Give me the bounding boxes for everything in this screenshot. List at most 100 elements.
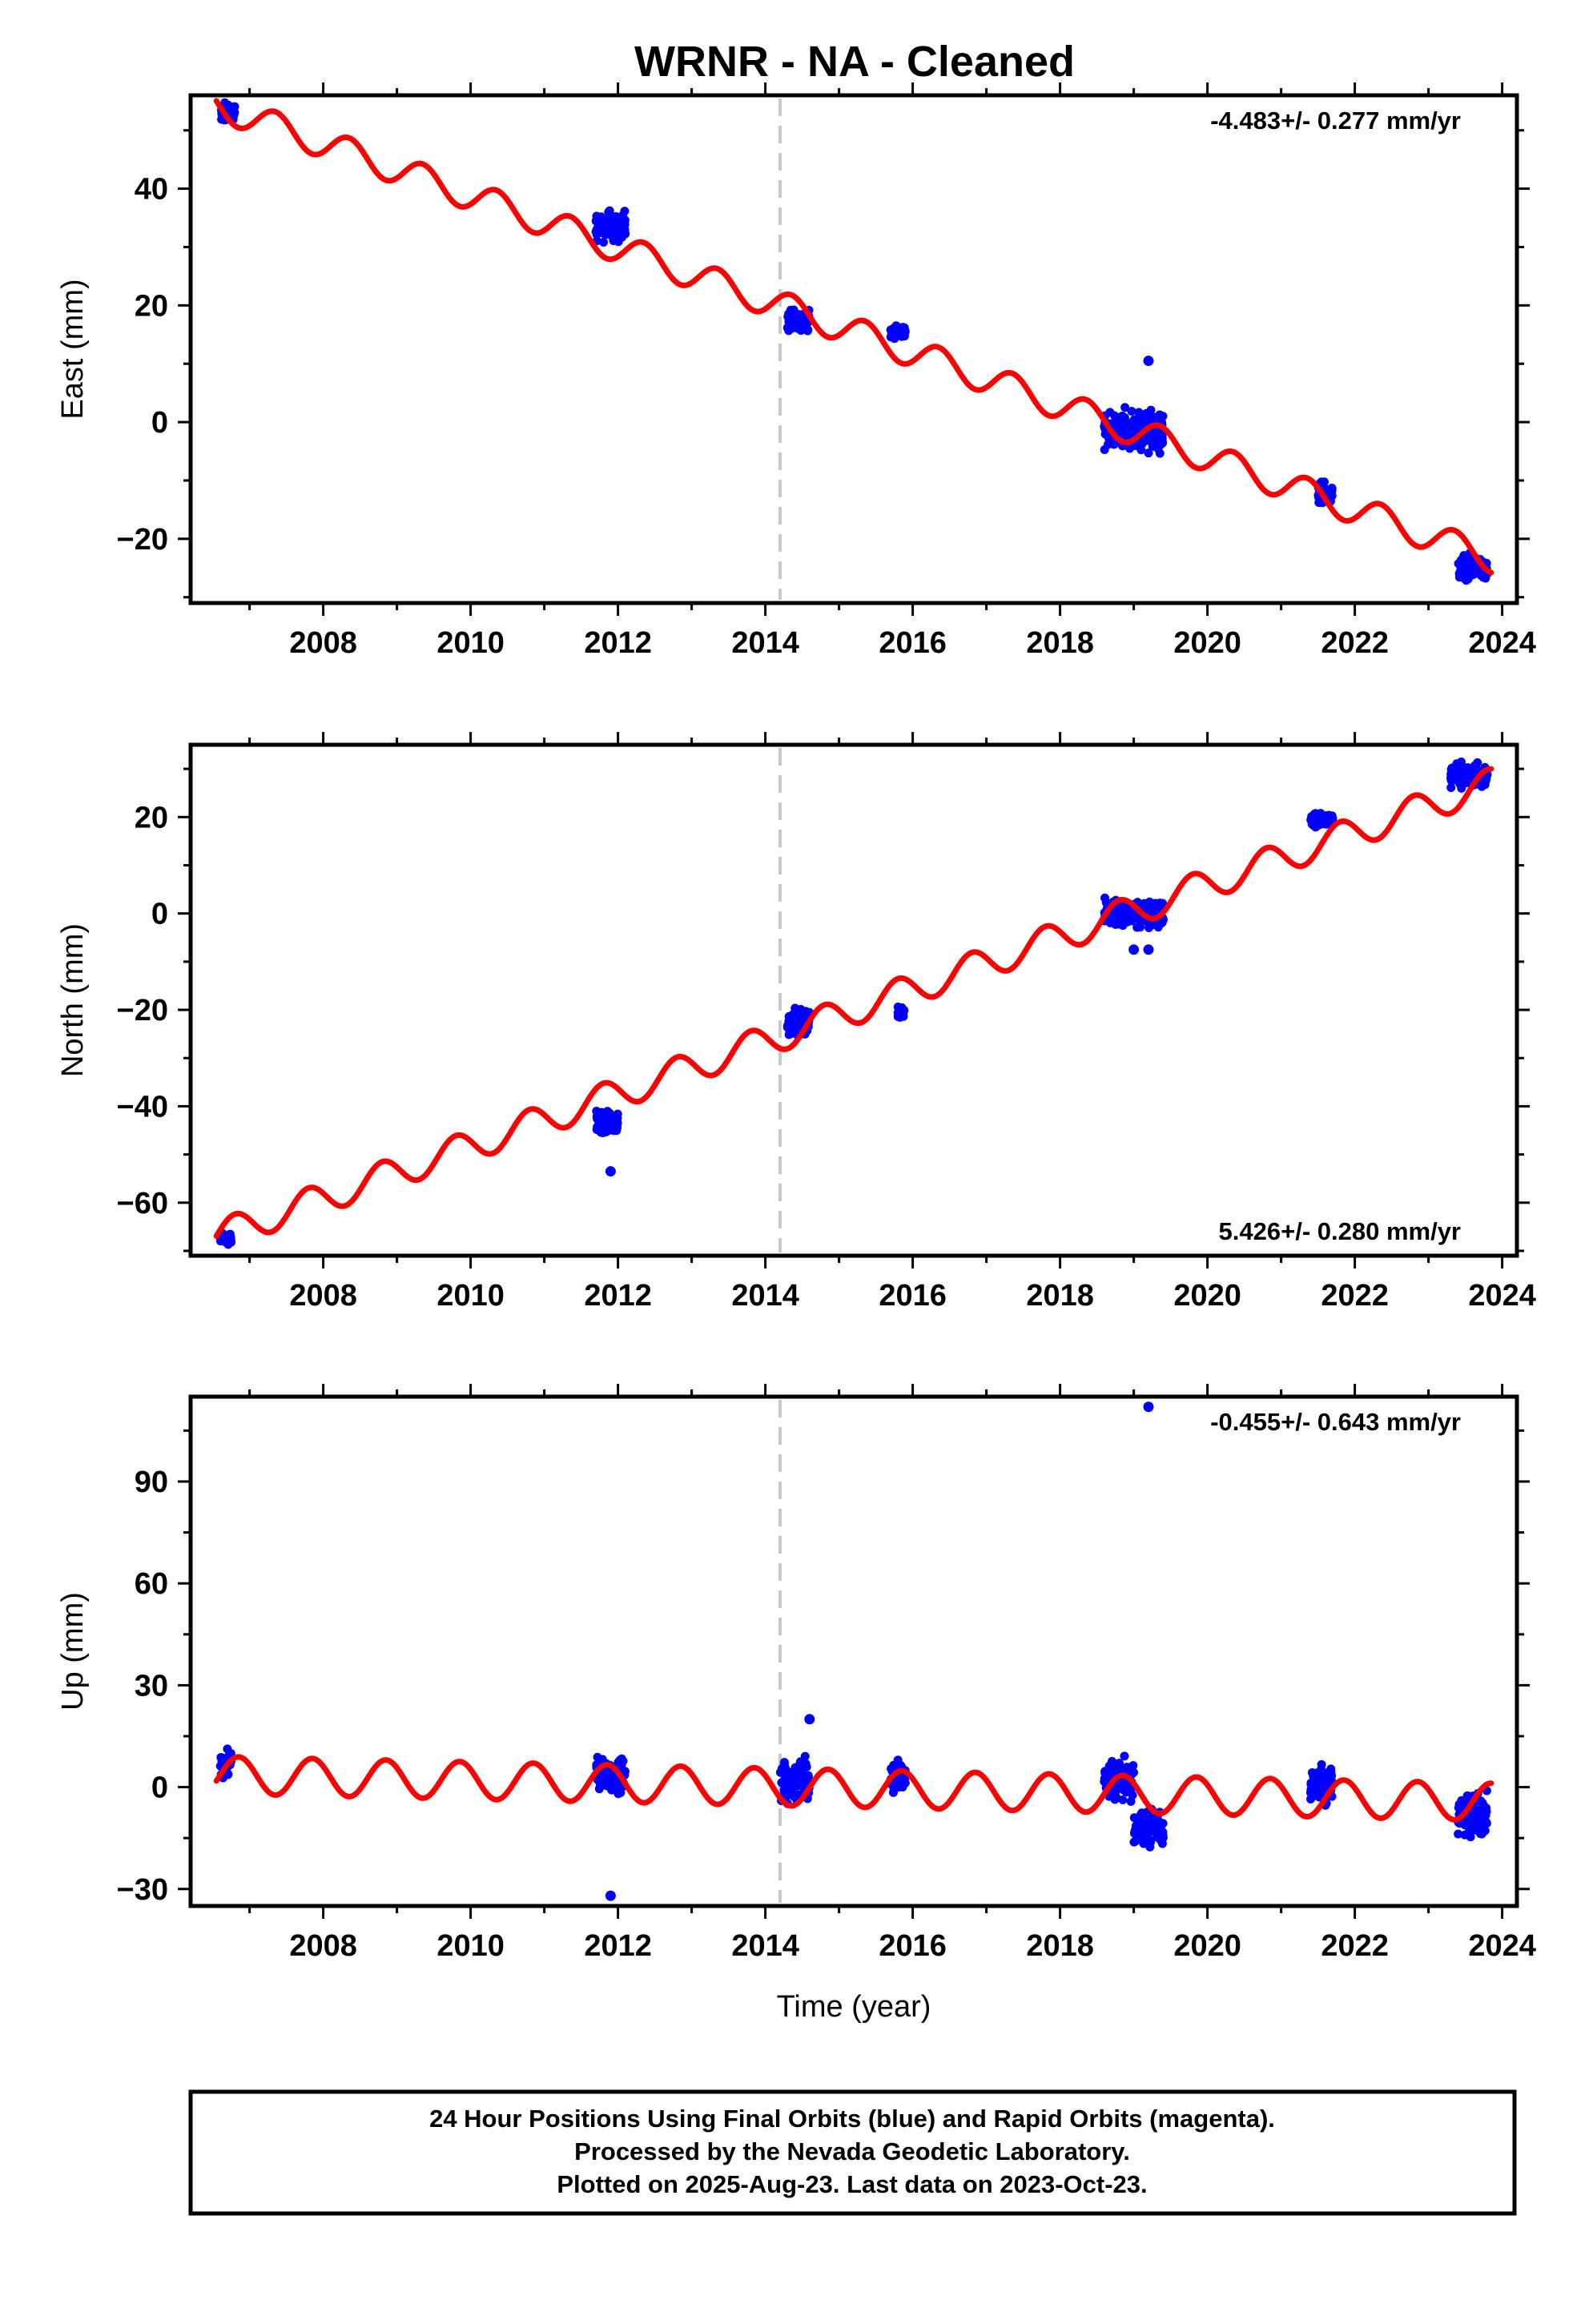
north-x-tick-label: 2012	[584, 1279, 652, 1313]
north-data-point	[602, 1113, 612, 1123]
up-data-point	[790, 1779, 799, 1789]
east-data-point	[1327, 487, 1337, 497]
up-data-point	[1120, 1751, 1129, 1761]
up-data-point	[1306, 1794, 1316, 1803]
up-data-point	[1306, 1785, 1316, 1795]
east-y-tick-label: 40	[135, 173, 168, 207]
east-data-point	[1144, 448, 1153, 458]
east-y-tick-label: 20	[135, 289, 168, 323]
east-data-point	[1157, 433, 1166, 443]
north-x-tick-label: 2010	[436, 1279, 505, 1313]
east-panel: 2008 2010 2012 2014 2016 2018 2020 2022 2024 −20 0…	[56, 82, 1536, 660]
east-data-point	[594, 226, 604, 235]
east-y-axis-label: East (mm)	[56, 279, 90, 419]
up-x-tick-label: 2010	[436, 1929, 505, 1963]
up-data-point	[1124, 1782, 1133, 1791]
east-rate-label: -4.483+/- 0.277 mm/yr	[1210, 107, 1461, 135]
up-data-point	[1157, 1839, 1167, 1848]
east-data-point	[1140, 417, 1150, 427]
east-data-point	[617, 232, 626, 242]
north-data-point	[1310, 809, 1320, 818]
north-x-tick-label: 2016	[879, 1279, 947, 1313]
up-data-point	[800, 1751, 810, 1761]
east-x-tick-label: 2008	[289, 626, 357, 660]
north-outlier-point	[605, 1166, 616, 1177]
up-y-axis-label: Up (mm)	[56, 1592, 90, 1711]
east-data-point	[618, 211, 628, 220]
up-x-tick-label: 2020	[1173, 1929, 1241, 1963]
up-points	[215, 1401, 1491, 1901]
east-data-point	[1153, 444, 1163, 453]
north-y-tick-label: 0	[151, 898, 168, 931]
up-data-point	[778, 1764, 787, 1774]
north-outlier-point	[1128, 944, 1140, 955]
up-data-point	[1473, 1818, 1482, 1827]
north-model-curve	[213, 766, 1494, 1239]
east-x-tick-label: 2012	[584, 626, 652, 660]
up-data-point	[605, 1772, 615, 1782]
east-data-area	[213, 98, 1494, 585]
up-data-point	[798, 1779, 807, 1789]
up-data-point	[793, 1762, 803, 1771]
up-data-point	[1128, 1761, 1138, 1771]
up-model-curve	[213, 1754, 1494, 1823]
north-x-tick-label: 2020	[1173, 1279, 1241, 1313]
north-y-axis-label: North (mm)	[56, 923, 90, 1077]
up-data-point	[1110, 1795, 1120, 1804]
up-y-tick-label: 30	[135, 1669, 168, 1703]
north-data-point	[1321, 813, 1331, 822]
east-data-point	[592, 211, 601, 221]
east-data-point	[1134, 412, 1144, 422]
east-x-tick-label: 2016	[879, 626, 947, 660]
east-data-point	[890, 334, 899, 344]
east-data-point	[1319, 477, 1329, 487]
up-x-tick-label: 2016	[879, 1929, 947, 1963]
east-data-point	[1123, 430, 1132, 440]
up-x-tick-label: 2024	[1468, 1929, 1536, 1963]
up-data-point	[1131, 1821, 1140, 1831]
east-data-point	[1156, 414, 1165, 424]
east-x-tick-label: 2022	[1321, 626, 1389, 660]
north-data-point	[790, 1003, 800, 1013]
east-x-tick-label: 2014	[731, 626, 799, 660]
east-data-point	[1127, 406, 1136, 416]
up-data-point	[803, 1771, 813, 1781]
footer-box: 24 Hour Positions Using Final Orbits (bl…	[188, 2089, 1517, 2216]
north-y-tick-label: 20	[135, 801, 168, 834]
east-data-point	[1112, 418, 1122, 428]
east-data-point	[1481, 573, 1490, 583]
footer-line-2: Processed by the Nevada Geodetic Laborat…	[574, 2137, 1130, 2165]
figure-title: WRNR - NA - Cleaned	[634, 38, 1075, 86]
east-data-point	[226, 104, 235, 114]
east-x-tick-label: 2018	[1026, 626, 1094, 660]
up-panel: 2008 2010 2012 2014 2016 2018 2020 2022 2024 −30 0…	[56, 1384, 1536, 2024]
east-data-point	[792, 310, 802, 320]
up-y-tick-label: 60	[135, 1567, 168, 1601]
up-data-point	[801, 1759, 811, 1768]
east-data-point	[1462, 556, 1472, 565]
north-data-point	[1449, 773, 1458, 782]
up-rate-label: -0.455+/- 0.643 mm/yr	[1210, 1408, 1461, 1436]
up-data-point	[594, 1784, 604, 1794]
up-data-point	[1454, 1799, 1464, 1809]
north-data-point	[1100, 893, 1109, 903]
up-data-point	[1128, 1791, 1137, 1800]
east-x-tick-label: 2010	[436, 626, 505, 660]
north-data-point	[611, 1123, 621, 1132]
north-data-point	[223, 1240, 233, 1249]
north-data-point	[1446, 783, 1456, 793]
up-data-point	[607, 1785, 617, 1795]
north-x-tick-label: 2022	[1321, 1279, 1389, 1313]
north-data-point	[1153, 923, 1163, 932]
up-data-point	[1153, 1832, 1162, 1842]
north-data-point	[218, 1234, 227, 1244]
east-data-point	[599, 237, 609, 247]
up-data-point	[1141, 1831, 1151, 1841]
east-data-point	[618, 225, 628, 235]
up-y-tick-label: 0	[151, 1771, 168, 1805]
north-x-tick-label: 2008	[289, 1279, 357, 1313]
north-data-point	[592, 1114, 601, 1124]
east-data-point	[1128, 424, 1137, 433]
north-data-point	[798, 1011, 807, 1020]
